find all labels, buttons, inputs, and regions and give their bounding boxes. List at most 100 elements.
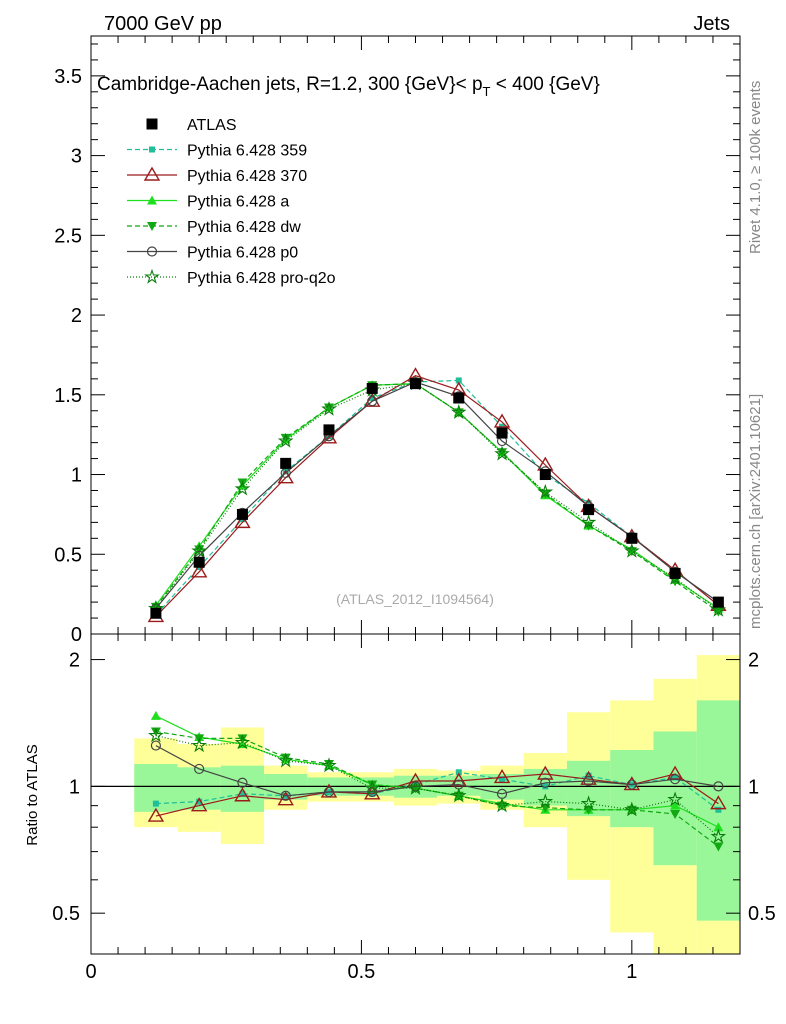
legend-label-p359: Pythia 6.428 359 bbox=[187, 143, 307, 160]
legend-marker-p370 bbox=[143, 166, 161, 181]
ratio-point-pq2o bbox=[580, 795, 597, 811]
ratio-point-pdw bbox=[713, 842, 724, 852]
ratio-point-pp0 bbox=[367, 786, 378, 798]
ratio-plot-panel: 0.5 0.5 1 1 2 2 0 0.5 1 Ratio to ATLAS bbox=[24, 633, 776, 983]
ratio-point-p359 bbox=[542, 783, 549, 790]
point-atlas bbox=[626, 532, 638, 544]
ratio-point-p370 bbox=[493, 769, 511, 784]
point-atlas bbox=[712, 596, 724, 608]
ratio-point-pdw bbox=[150, 727, 161, 737]
ratio-point-pdw bbox=[367, 780, 378, 790]
legend-marker-pa bbox=[147, 195, 157, 205]
point-p359 bbox=[369, 394, 376, 401]
point-pdw bbox=[280, 433, 291, 443]
point-atlas bbox=[236, 508, 248, 520]
ratio-point-pp0 bbox=[237, 777, 248, 788]
ratio-plot-marks bbox=[91, 655, 740, 954]
point-pdw bbox=[323, 403, 334, 413]
point-p370 bbox=[234, 513, 251, 529]
ratio-point-pq2o bbox=[364, 779, 381, 795]
point-p370 bbox=[493, 413, 511, 428]
ratio-y-tick-label-right: 1 bbox=[748, 776, 759, 798]
ratio-point-pa bbox=[237, 739, 248, 749]
y-tick-label: 1 bbox=[71, 465, 82, 487]
point-atlas bbox=[669, 567, 681, 579]
ratio-point-p370 bbox=[710, 795, 727, 810]
ratio-point-pq2o bbox=[624, 801, 640, 817]
ratio-point-pa bbox=[670, 800, 681, 810]
ratio-y-tick-label: 2 bbox=[69, 650, 80, 672]
ratio-point-p359 bbox=[715, 806, 722, 813]
point-pq2o bbox=[450, 404, 467, 420]
point-pq2o bbox=[494, 445, 510, 461]
main-plot-panel: 0 0.5 1 1.5 2 2.5 3 3.5 Cambridge-Aachen jets, … bbox=[54, 35, 741, 646]
legend: ATLAS Pythia 6.428 359 Pythia 6.428 370 Pyt… bbox=[127, 117, 336, 287]
ratio-point-pa bbox=[150, 710, 161, 720]
series-line-pp0 bbox=[155, 381, 719, 609]
y-tick-label: 3 bbox=[71, 146, 82, 168]
main-axis-ticks: 0 0.5 1 1.5 2 2.5 3 3.5 bbox=[54, 36, 741, 646]
x-tick-label: 0 bbox=[85, 961, 96, 983]
series-line-p359 bbox=[155, 379, 719, 616]
point-atlas bbox=[150, 607, 162, 619]
ratio-y-tick-label: 1 bbox=[69, 776, 80, 798]
point-pq2o bbox=[234, 480, 251, 496]
legend-label-atlas: ATLAS bbox=[187, 117, 237, 134]
legend-marker-p359 bbox=[149, 146, 155, 153]
point-atlas bbox=[496, 427, 508, 439]
rivet-label: Rivet 4.1.0, ≥ 100k events bbox=[747, 81, 764, 254]
x-tick-label: 1 bbox=[626, 961, 637, 983]
ratio-point-pq2o bbox=[321, 757, 337, 773]
point-atlas bbox=[410, 378, 421, 390]
ratio-point-pp0 bbox=[669, 774, 681, 785]
ratio-ylabel: Ratio to ATLAS bbox=[24, 744, 41, 845]
mcplots-label: mcplots.cern.ch [arXiv:2401.10621] bbox=[747, 394, 764, 629]
ratio-point-pa bbox=[713, 822, 724, 832]
ratio-point-pq2o bbox=[537, 793, 554, 809]
ratio-point-p359 bbox=[196, 798, 203, 805]
ratio-point-pq2o bbox=[148, 727, 164, 743]
ratio-point-pq2o bbox=[450, 787, 467, 803]
header-right: Jets bbox=[693, 13, 730, 35]
point-pp0 bbox=[367, 396, 378, 407]
point-atlas bbox=[366, 382, 378, 394]
main-plot-marks bbox=[147, 367, 727, 623]
x-tick-label: 0.5 bbox=[348, 961, 376, 983]
point-pq2o bbox=[580, 514, 597, 530]
ratio-point-pp0 bbox=[626, 779, 637, 790]
ratio-point-pp0 bbox=[194, 763, 205, 775]
ratio-line-pdw bbox=[155, 730, 719, 847]
ratio-point-p359 bbox=[455, 769, 462, 776]
point-atlas bbox=[323, 424, 335, 436]
legend-marker-pq2o bbox=[144, 268, 160, 284]
point-pq2o bbox=[537, 483, 554, 499]
ratio-point-p370 bbox=[190, 797, 208, 812]
point-p370 bbox=[190, 563, 208, 578]
legend-label-pq2o: Pythia 6.428 pro-q2o bbox=[187, 270, 336, 287]
ratio-point-pq2o bbox=[234, 734, 251, 750]
point-atlas bbox=[539, 469, 551, 481]
ratio-point-p370 bbox=[234, 787, 251, 802]
ratio-point-p370 bbox=[147, 807, 165, 822]
ratio-y-tick-label: 0.5 bbox=[52, 903, 80, 925]
ratio-point-pp0 bbox=[280, 790, 291, 801]
ratio-point-p359 bbox=[152, 800, 159, 807]
legend-label-pa: Pythia 6.428 a bbox=[187, 194, 289, 211]
legend-label-pdw: Pythia 6.428 dw bbox=[187, 219, 301, 236]
ratio-point-pdw bbox=[670, 809, 681, 819]
ratio-point-pq2o bbox=[191, 737, 207, 753]
ratio-point-p359 bbox=[672, 774, 679, 781]
ratio-point-pq2o bbox=[277, 752, 294, 768]
point-pdw bbox=[497, 448, 508, 458]
ratio-point-p370 bbox=[537, 765, 554, 780]
ratio-point-pp0 bbox=[583, 775, 594, 787]
ratio-y-tick-label-right: 2 bbox=[748, 650, 759, 672]
ratio-point-p359 bbox=[499, 776, 506, 783]
point-atlas bbox=[193, 556, 205, 568]
y-tick-label: 2.5 bbox=[54, 225, 82, 247]
ratio-point-pp0 bbox=[540, 777, 551, 788]
point-atlas bbox=[583, 504, 595, 516]
y-tick-label: 1.5 bbox=[54, 385, 82, 407]
series-line-p370 bbox=[155, 375, 719, 617]
